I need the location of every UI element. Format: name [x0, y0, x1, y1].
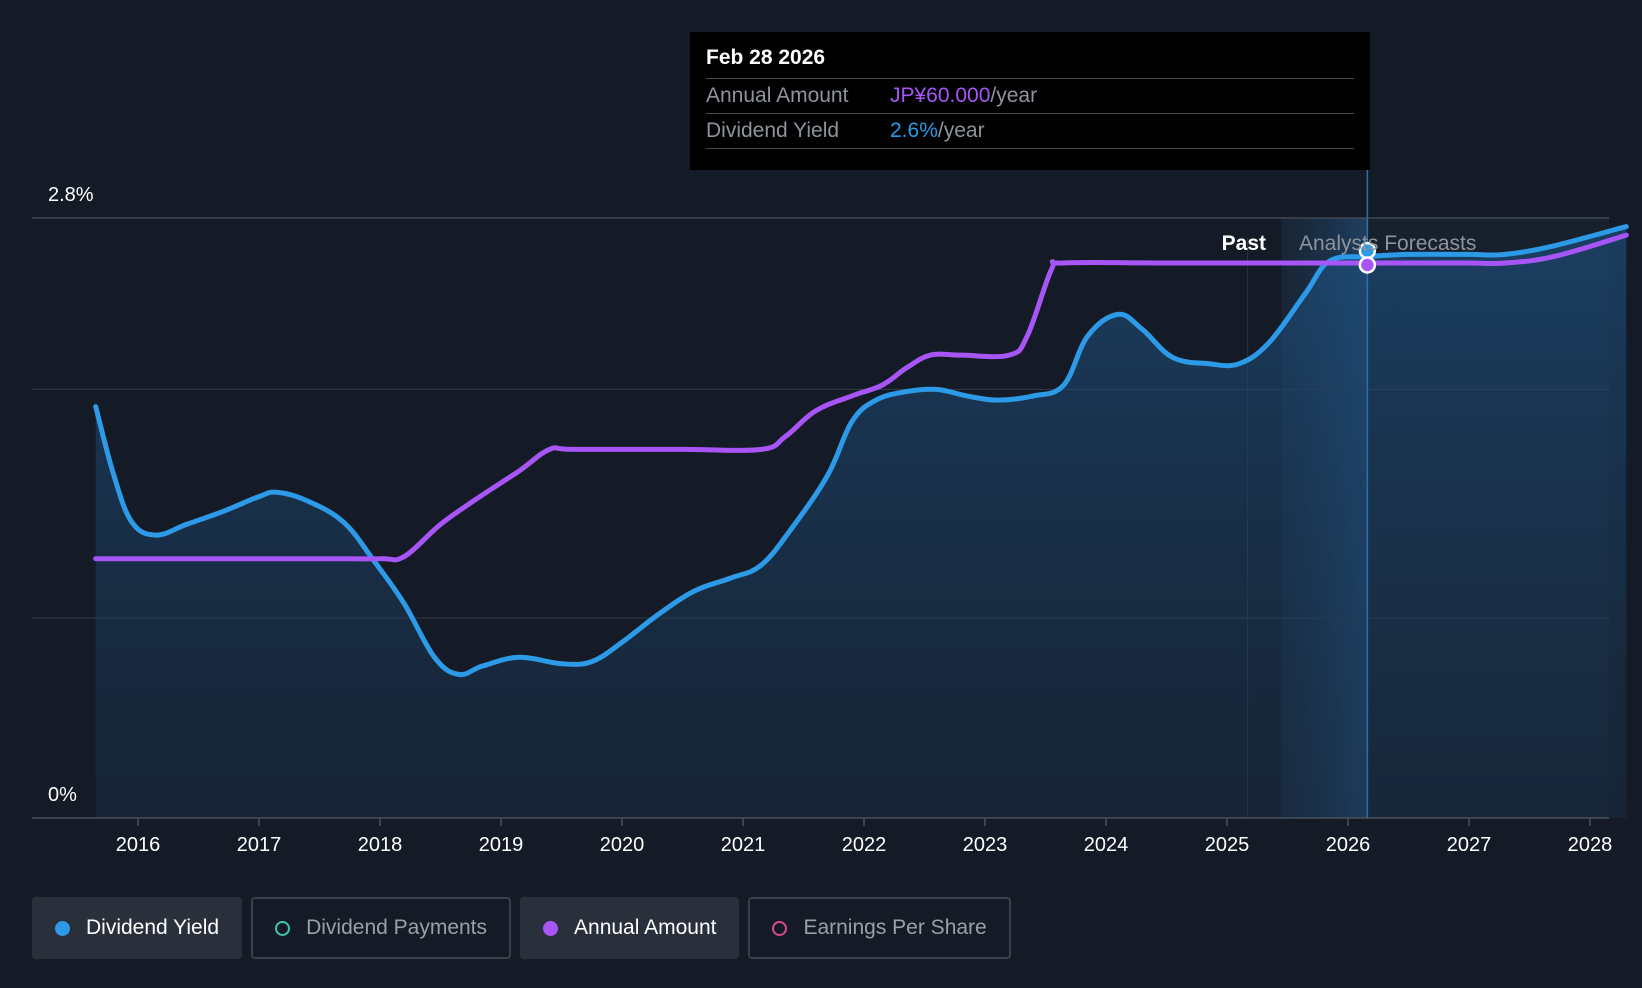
filled-dot-icon — [55, 920, 70, 936]
tooltip-key: Dividend Yield — [706, 119, 840, 142]
dividend-yield-line — [93, 224, 1629, 678]
legend-dividend-yield[interactable]: Dividend Yield — [32, 897, 243, 959]
x-tick-label: 2028 — [1568, 834, 1613, 856]
tooltip-row-dividend-yield: Dividend Yield 2.6% /year — [706, 114, 1354, 149]
x-tick-label: 2017 — [237, 834, 282, 856]
legend-label: Dividend Yield — [86, 916, 220, 939]
x-tick-label: 2025 — [1205, 834, 1250, 856]
x-tick-label: 2027 — [1447, 834, 1492, 856]
x-tick-label: 2026 — [1326, 834, 1371, 856]
tooltip-suffix: /year — [937, 119, 985, 142]
x-tick-label: 2024 — [1084, 834, 1129, 856]
tooltip-key: Annual Amount — [706, 84, 849, 107]
y-label-top: 2.8% — [48, 184, 94, 206]
dividend-yield-area — [95, 226, 1627, 819]
x-tick-label: 2016 — [116, 834, 161, 856]
legend-label: Earnings Per Share — [803, 916, 987, 939]
x-tick-label: 2020 — [600, 834, 645, 856]
tooltip-value: 2.6% — [890, 119, 938, 142]
x-tick-label: 2018 — [358, 834, 403, 856]
tooltip-value: JP¥60.000 — [890, 84, 991, 107]
cursor-markers — [1358, 170, 1377, 818]
x-tick-label: 2023 — [963, 834, 1008, 856]
tooltip-suffix: /year — [990, 84, 1038, 107]
legend-dividend-payments[interactable]: Dividend Payments — [251, 897, 512, 959]
tooltip-row-annual-amount: Annual Amount JP¥60.000 /year — [706, 79, 1354, 114]
forecast-label: Analysts Forecasts — [1299, 232, 1476, 255]
legend-label: Annual Amount — [574, 916, 717, 939]
hollow-dot-icon — [772, 920, 788, 936]
filled-dot-icon — [543, 920, 559, 936]
legend-label: Dividend Payments — [306, 916, 488, 939]
legend-annual-amount[interactable]: Annual Amount — [520, 897, 740, 959]
annual-amount-marker — [1358, 256, 1377, 274]
past-label: Past — [1222, 232, 1266, 255]
dividend-yield-fill — [95, 226, 1627, 819]
y-label-bottom: 0% — [48, 784, 77, 806]
legend-earnings-per-share[interactable]: Earnings Per Share — [748, 897, 1011, 959]
hollow-dot-icon — [275, 920, 291, 936]
x-tick-label: 2022 — [842, 834, 887, 856]
x-tick-label: 2019 — [479, 834, 524, 856]
tooltip-date: Feb 28 2026 — [706, 46, 1354, 79]
x-tick-label: 2021 — [721, 834, 766, 856]
legend: Dividend Yield Dividend Payments Annual … — [32, 897, 1020, 959]
tooltip: Feb 28 2026 Annual Amount JP¥60.000 /yea… — [690, 32, 1370, 170]
x-axis: 2016 2017 2018 2019 2020 2021 2022 2023 2024 2025… — [32, 817, 1613, 856]
